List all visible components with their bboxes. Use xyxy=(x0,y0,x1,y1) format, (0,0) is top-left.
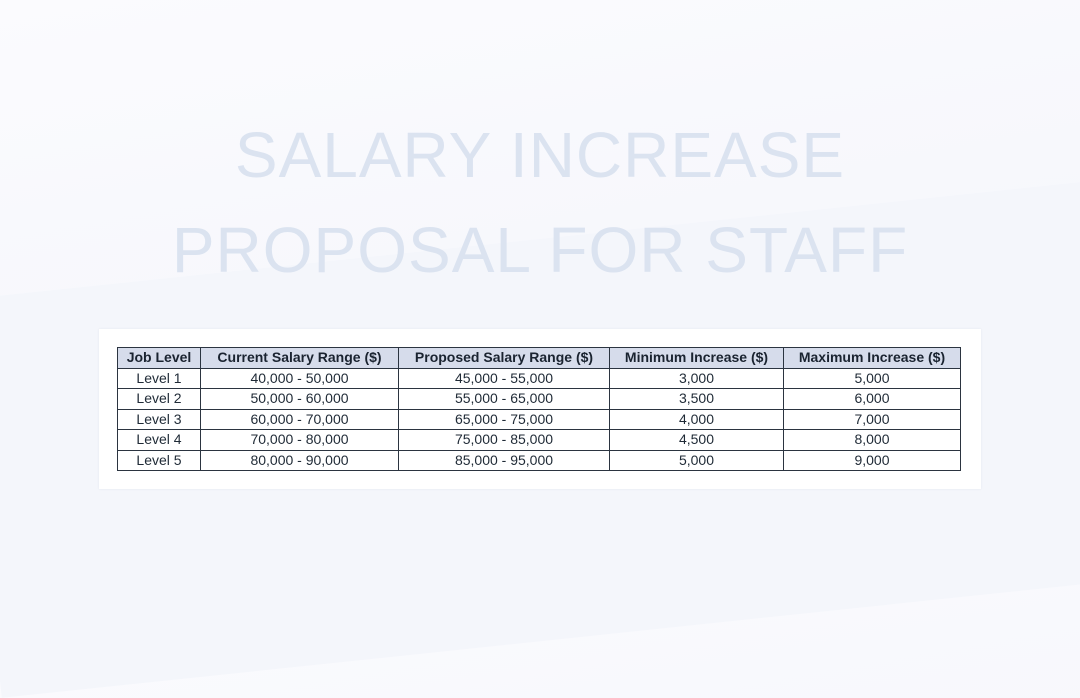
cell-proposed-salary-range: 65,000 - 75,000 xyxy=(398,408,610,430)
table-row: Level 5 80,000 - 90,000 85,000 - 95,000 … xyxy=(117,449,961,471)
cell-current-salary-range: 60,000 - 70,000 xyxy=(200,408,399,430)
cell-maximum-increase: 8,000 xyxy=(783,429,961,451)
table-row: Level 4 70,000 - 80,000 75,000 - 85,000 … xyxy=(117,429,961,451)
table-header-row: Job Level Current Salary Range ($) Propo… xyxy=(117,347,961,369)
cell-job-level: Level 3 xyxy=(117,408,201,430)
cell-current-salary-range: 40,000 - 50,000 xyxy=(200,367,399,389)
cell-minimum-increase: 5,000 xyxy=(609,449,784,471)
cell-job-level: Level 2 xyxy=(117,388,201,410)
cell-maximum-increase: 9,000 xyxy=(783,449,961,471)
cell-current-salary-range: 80,000 - 90,000 xyxy=(200,449,399,471)
table-row: Level 3 60,000 - 70,000 65,000 - 75,000 … xyxy=(117,408,961,430)
cell-proposed-salary-range: 85,000 - 95,000 xyxy=(398,449,610,471)
table-row: Level 2 50,000 - 60,000 55,000 - 65,000 … xyxy=(117,388,961,410)
cell-proposed-salary-range: 55,000 - 65,000 xyxy=(398,388,610,410)
title-line-2: PROPOSAL FOR STAFF xyxy=(171,214,909,286)
salary-table: Job Level Current Salary Range ($) Propo… xyxy=(117,347,961,471)
cell-job-level: Level 5 xyxy=(117,449,201,471)
cell-minimum-increase: 3,500 xyxy=(609,388,784,410)
table-row: Level 1 40,000 - 50,000 45,000 - 55,000 … xyxy=(117,367,961,389)
header-proposed-salary-range: Proposed Salary Range ($) xyxy=(398,347,610,369)
cell-proposed-salary-range: 45,000 - 55,000 xyxy=(398,367,610,389)
header-minimum-increase: Minimum Increase ($) xyxy=(609,347,784,369)
table-card: Job Level Current Salary Range ($) Propo… xyxy=(99,329,981,489)
cell-minimum-increase: 3,000 xyxy=(609,367,784,389)
cell-current-salary-range: 70,000 - 80,000 xyxy=(200,429,399,451)
cell-maximum-increase: 5,000 xyxy=(783,367,961,389)
cell-maximum-increase: 6,000 xyxy=(783,388,961,410)
page-title: SALARY INCREASE PROPOSAL FOR STAFF xyxy=(0,108,1080,298)
cell-maximum-increase: 7,000 xyxy=(783,408,961,430)
cell-proposed-salary-range: 75,000 - 85,000 xyxy=(398,429,610,451)
cell-job-level: Level 1 xyxy=(117,367,201,389)
cell-current-salary-range: 50,000 - 60,000 xyxy=(200,388,399,410)
cell-minimum-increase: 4,000 xyxy=(609,408,784,430)
header-current-salary-range: Current Salary Range ($) xyxy=(200,347,399,369)
header-job-level: Job Level xyxy=(117,347,201,369)
header-maximum-increase: Maximum Increase ($) xyxy=(783,347,961,369)
cell-job-level: Level 4 xyxy=(117,429,201,451)
title-line-1: SALARY INCREASE xyxy=(234,119,846,191)
cell-minimum-increase: 4,500 xyxy=(609,429,784,451)
